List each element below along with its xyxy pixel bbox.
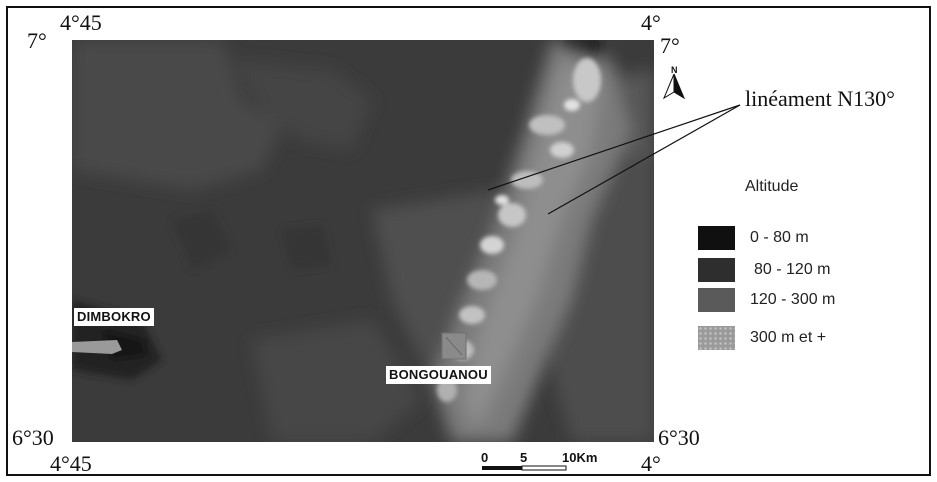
north-arrow-icon: N	[660, 64, 688, 105]
scale-tick-5: 5	[520, 450, 528, 465]
bottom-right-latitude: 6°30	[658, 425, 700, 450]
top-right-longitude: 4°	[641, 10, 661, 35]
top-left-longitude: 4°45	[60, 10, 102, 35]
bottom-left-longitude: 4°45	[50, 451, 92, 476]
scale-tick-0: 0	[481, 450, 489, 465]
town-label-dimbokro: DIMBOKRO	[74, 308, 154, 326]
legend-label-300-plus: 300 m et +	[750, 329, 827, 346]
legend-title: Altitude	[745, 178, 799, 195]
legend-label-120-300: 120 - 300 m	[750, 291, 836, 308]
legend-swatch-80-120	[698, 258, 735, 282]
altitude-raster	[72, 40, 654, 442]
bottom-right-longitude: 4°	[641, 451, 661, 476]
lineament-label: linéament N130°	[745, 86, 895, 111]
top-left-latitude: 7°	[27, 28, 47, 53]
legend-swatch-120-300	[698, 288, 735, 312]
legend-label-80-120: 80 - 120 m	[754, 261, 831, 278]
scale-bar: 0 5 10Km	[478, 450, 618, 476]
dimbokro-town-patch	[72, 340, 122, 354]
legend-swatch-300-plus	[698, 326, 735, 350]
top-right-latitude: 7°	[660, 33, 680, 58]
scale-bar-graphic	[482, 465, 567, 471]
north-arrow-label: N	[671, 65, 678, 75]
scale-tick-10: 10Km	[562, 450, 598, 465]
altitude-map	[72, 40, 654, 442]
town-label-bongouanou: BONGOUANOU	[386, 366, 491, 384]
legend-swatch-0-80	[698, 226, 735, 250]
legend-label-0-80: 0 - 80 m	[750, 229, 809, 246]
bottom-left-latitude: 6°30	[12, 425, 54, 450]
